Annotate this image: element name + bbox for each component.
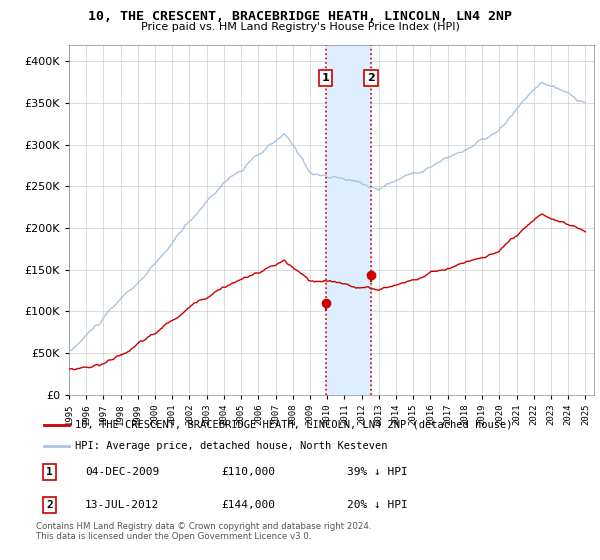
Text: Contains HM Land Registry data © Crown copyright and database right 2024.
This d: Contains HM Land Registry data © Crown c…	[36, 522, 371, 542]
Text: 2: 2	[367, 73, 375, 83]
Text: £144,000: £144,000	[221, 500, 275, 510]
Text: Price paid vs. HM Land Registry's House Price Index (HPI): Price paid vs. HM Land Registry's House …	[140, 22, 460, 32]
Text: 2: 2	[46, 500, 53, 510]
Text: 10, THE CRESCENT, BRACEBRIDGE HEATH, LINCOLN, LN4 2NP (detached house): 10, THE CRESCENT, BRACEBRIDGE HEATH, LIN…	[76, 420, 513, 430]
Text: 10, THE CRESCENT, BRACEBRIDGE HEATH, LINCOLN, LN4 2NP: 10, THE CRESCENT, BRACEBRIDGE HEATH, LIN…	[88, 10, 512, 23]
Text: 1: 1	[322, 73, 329, 83]
Text: 39% ↓ HPI: 39% ↓ HPI	[347, 467, 408, 477]
Text: £110,000: £110,000	[221, 467, 275, 477]
Text: 20% ↓ HPI: 20% ↓ HPI	[347, 500, 408, 510]
Text: 1: 1	[46, 467, 53, 477]
Text: HPI: Average price, detached house, North Kesteven: HPI: Average price, detached house, Nort…	[76, 441, 388, 451]
Text: 13-JUL-2012: 13-JUL-2012	[85, 500, 160, 510]
Bar	[326, 45, 371, 395]
Text: 04-DEC-2009: 04-DEC-2009	[85, 467, 160, 477]
